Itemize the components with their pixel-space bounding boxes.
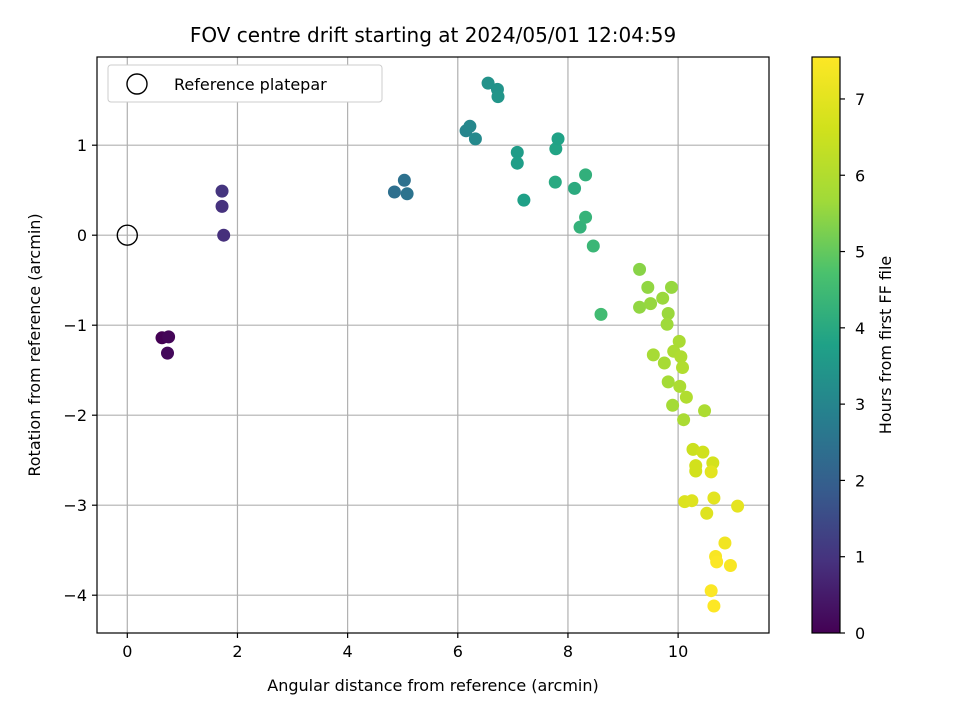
data-point	[579, 168, 593, 182]
data-point	[704, 584, 718, 598]
data-point	[661, 307, 675, 320]
data-point	[468, 132, 482, 146]
reference-marker	[116, 224, 138, 246]
colorbar-tick-label: 5	[855, 243, 865, 262]
x-tick-label: 6	[453, 642, 463, 661]
plot-area	[96, 56, 770, 634]
data-points	[155, 76, 745, 613]
data-point	[551, 132, 565, 146]
legend-box	[107, 64, 383, 103]
colorbar-tick-label: 2	[855, 471, 865, 490]
data-point	[704, 465, 718, 479]
colorbar: 0 1 2 3 4 5 6 7 Hours from first FF file	[811, 56, 895, 643]
colorbar-frame	[811, 56, 841, 634]
y-axis-ticks: −4 −3 −2 −1 0 1	[63, 136, 97, 605]
data-point	[215, 199, 229, 213]
data-point	[707, 599, 721, 613]
data-point	[549, 142, 563, 156]
y-tick-label: −4	[63, 586, 87, 605]
data-point	[672, 334, 686, 348]
colorbar-ticks: 0 1 2 3 4 5 6 7	[840, 90, 865, 643]
x-tick-label: 0	[122, 642, 132, 661]
data-point	[698, 404, 712, 418]
data-point	[641, 280, 655, 294]
data-point	[661, 375, 675, 389]
y-tick-label: 1	[77, 136, 87, 155]
data-point	[217, 228, 231, 242]
data-point	[215, 184, 229, 198]
data-point	[700, 506, 714, 520]
data-point	[633, 262, 647, 276]
data-point	[586, 239, 600, 253]
data-point	[579, 210, 593, 224]
x-axis-ticks: 0 2 4 6 8 10	[122, 633, 688, 661]
data-point	[665, 280, 679, 294]
data-point	[656, 291, 670, 305]
data-point	[686, 442, 700, 456]
data-point	[397, 173, 411, 187]
data-point	[689, 464, 703, 478]
data-point	[573, 220, 587, 234]
grid-lines	[97, 57, 769, 633]
colorbar-tick-label: 7	[855, 90, 865, 109]
data-point	[710, 555, 724, 569]
colorbar-tick-label: 4	[855, 319, 865, 338]
data-point	[696, 445, 710, 459]
data-point	[707, 491, 721, 505]
data-point	[510, 145, 524, 159]
data-point	[646, 348, 660, 362]
data-point	[510, 156, 524, 170]
y-axis-label: Rotation from reference (arcmin)	[25, 213, 44, 476]
data-point	[677, 413, 691, 427]
x-tick-label: 10	[668, 642, 688, 661]
y-tick-label: −3	[63, 496, 87, 515]
data-point	[162, 330, 176, 344]
y-tick-label: −2	[63, 406, 87, 425]
data-point	[674, 350, 688, 364]
data-point	[660, 317, 674, 331]
data-point	[685, 494, 699, 508]
data-point	[673, 379, 687, 393]
data-point	[679, 390, 693, 404]
data-point	[481, 76, 495, 90]
data-point	[463, 119, 477, 133]
data-point	[400, 187, 414, 201]
data-point	[723, 559, 737, 572]
data-point	[568, 181, 582, 195]
colorbar-tick-label: 3	[855, 395, 865, 414]
y-tick-label: −1	[63, 316, 87, 335]
x-tick-label: 2	[232, 642, 242, 661]
colorbar-tick-label: 1	[855, 548, 865, 567]
plot-frame	[96, 56, 770, 634]
data-point	[657, 356, 671, 370]
chart-title: FOV centre drift starting at 2024/05/01 …	[190, 23, 676, 47]
data-point	[387, 185, 401, 199]
data-point	[161, 346, 175, 360]
data-point	[644, 297, 658, 311]
data-point	[731, 499, 745, 513]
colorbar-tick-label: 6	[855, 166, 865, 185]
x-axis-label: Angular distance from reference (arcmin)	[267, 676, 598, 695]
legend-marker-reference	[126, 73, 148, 95]
legend: Reference platepar	[107, 64, 383, 103]
data-point	[491, 90, 505, 104]
colorbar-gradient	[812, 57, 840, 633]
legend-label-reference: Reference platepar	[174, 75, 327, 94]
colorbar-tick-label: 0	[855, 624, 865, 643]
data-point	[633, 300, 647, 314]
plot-background	[97, 57, 769, 633]
data-point	[594, 307, 608, 321]
x-tick-label: 8	[563, 642, 573, 661]
y-tick-label: 0	[77, 226, 87, 245]
data-point	[666, 398, 680, 412]
data-point	[676, 361, 690, 374]
data-point	[517, 193, 531, 207]
x-tick-label: 4	[343, 642, 353, 661]
colorbar-label: Hours from first FF file	[876, 256, 895, 435]
data-point	[718, 536, 732, 550]
data-point	[548, 175, 562, 189]
